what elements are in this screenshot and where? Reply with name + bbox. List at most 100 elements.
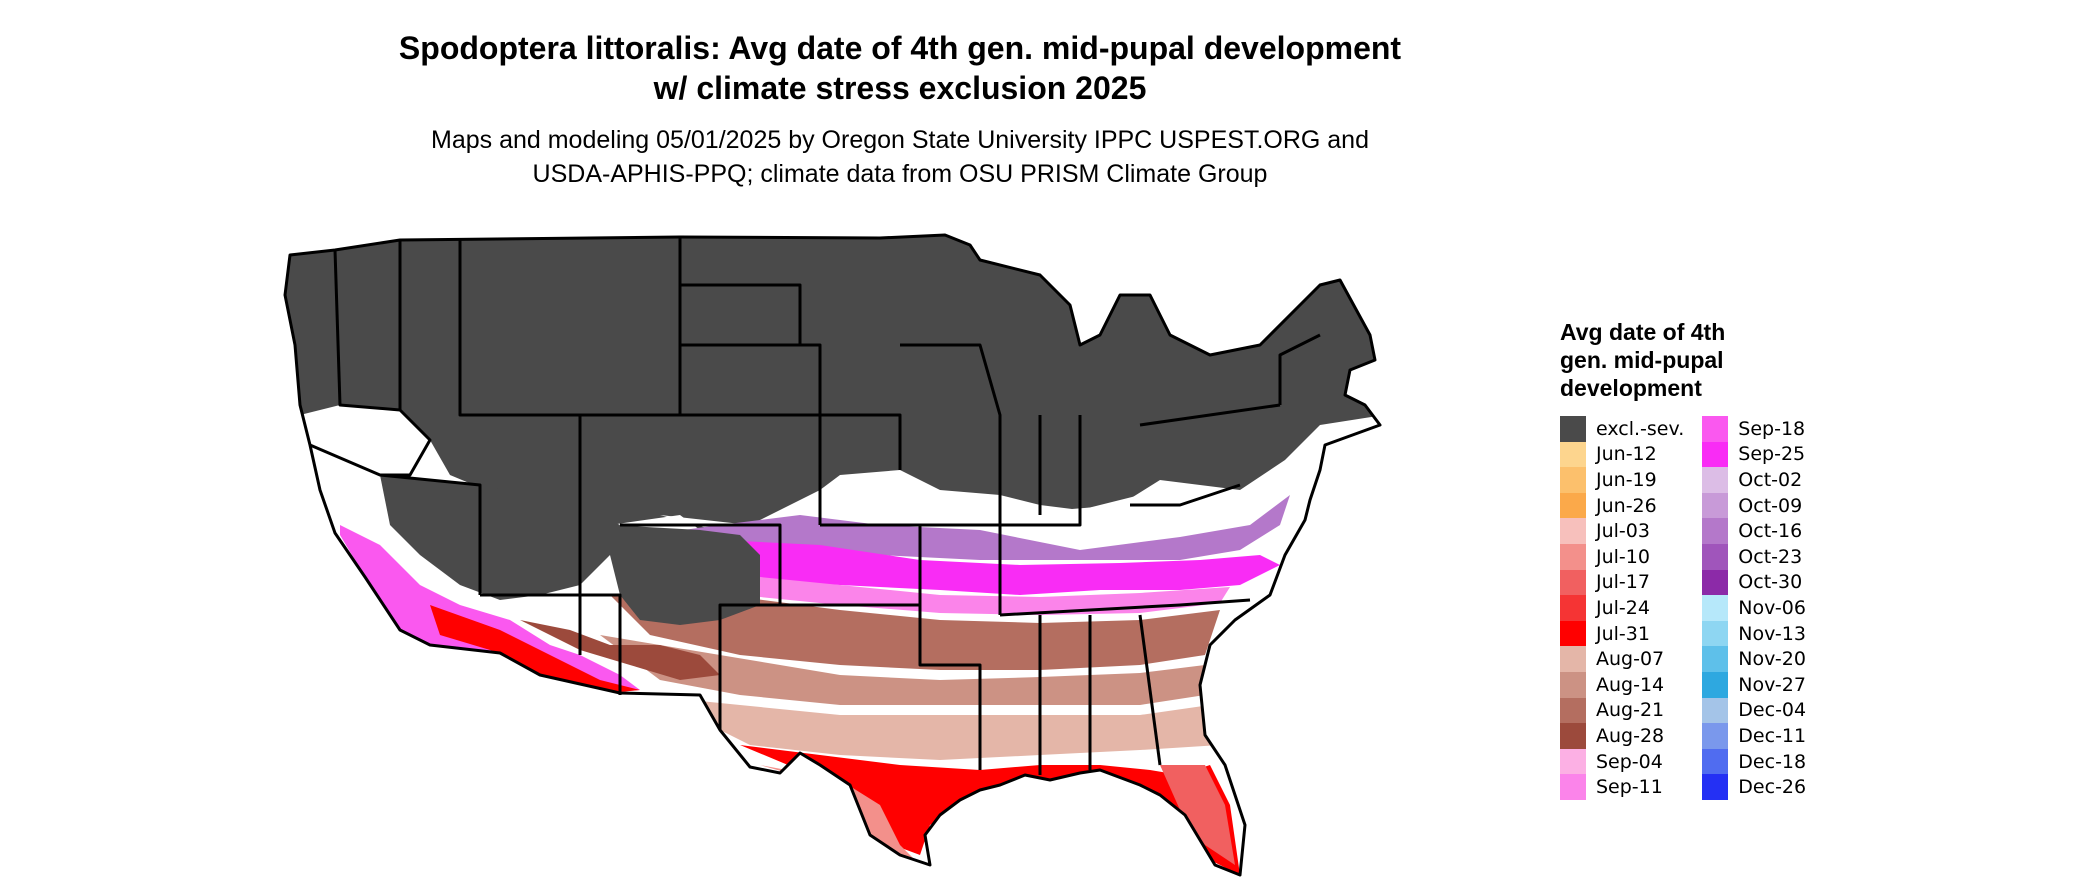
legend-item: Jun-26: [1560, 492, 1684, 519]
legend-label: Dec-26: [1738, 776, 1807, 799]
legend-label: excl.-sev.: [1596, 417, 1685, 440]
legend-item: Dec-04: [1702, 697, 1807, 724]
legend-swatch: [1560, 492, 1586, 519]
legend-item: Nov-13: [1702, 620, 1806, 647]
legend-label: Dec-11: [1738, 724, 1807, 747]
legend-swatch: [1560, 569, 1586, 596]
legend-swatch: [1560, 774, 1586, 800]
legend-label: Nov-13: [1738, 622, 1806, 645]
legend-label: Jul-17: [1596, 571, 1650, 594]
legend-label: Sep-04: [1596, 750, 1663, 773]
legend-title: Avg date of 4th gen. mid-pupal developme…: [1560, 319, 1726, 401]
legend-item: Jun-12: [1560, 441, 1684, 468]
legend-swatch: [1560, 467, 1586, 493]
legend-swatch: [1560, 441, 1586, 468]
legend-swatch: [1560, 620, 1586, 647]
legend-label: Oct-16: [1738, 520, 1803, 543]
legend-swatch: [1560, 595, 1586, 621]
legend-column-1: excl.-sev. Jun-12 Jun-19 Jun-26 Jul-03 Jul-10…: [1560, 416, 1684, 800]
legend-label: Aug-07: [1596, 648, 1665, 671]
legend-swatch: [1702, 569, 1729, 596]
legend-label: Sep-11: [1596, 776, 1663, 799]
legend-swatch: [1702, 723, 1729, 749]
legend-label: Jun-19: [1596, 468, 1657, 491]
legend-item: Jun-19: [1560, 467, 1684, 493]
legend-item: Oct-30: [1702, 569, 1806, 596]
legend-swatch: [1702, 620, 1729, 647]
legend-item: Dec-18: [1702, 748, 1807, 775]
legend-item: Nov-27: [1702, 671, 1806, 698]
legend-item: Oct-23: [1702, 543, 1806, 570]
legend-item: Jul-24: [1560, 595, 1684, 621]
legend-label: Jun-12: [1596, 443, 1657, 466]
legend-label: Nov-20: [1738, 648, 1806, 671]
legend-item: Nov-20: [1702, 646, 1806, 672]
legend-item: Oct-02: [1702, 467, 1806, 493]
legend-item: Aug-21: [1560, 697, 1684, 724]
legend-swatch: [1702, 518, 1729, 544]
legend-swatch: [1702, 671, 1729, 698]
legend-swatch: [1702, 467, 1729, 493]
legend-swatch: [1702, 646, 1729, 672]
legend-item: Sep-18: [1702, 416, 1806, 442]
legend-swatch: [1702, 492, 1729, 519]
legend-item: Oct-16: [1702, 518, 1806, 544]
map-subtitle-line-2: USDA-APHIS-PPQ; climate data from OSU PR…: [532, 160, 1268, 188]
legend-item: Nov-06: [1702, 595, 1806, 621]
legend-swatch: [1560, 646, 1586, 672]
legend-label: Jul-10: [1596, 545, 1650, 568]
legend-item: Sep-25: [1702, 441, 1806, 468]
legend-label: Oct-30: [1738, 571, 1803, 594]
us-map: [283, 233, 1382, 877]
legend-label: Aug-21: [1596, 699, 1665, 722]
legend-label: Aug-14: [1596, 673, 1665, 696]
legend-swatch: [1702, 441, 1729, 468]
legend-swatch: [1702, 595, 1729, 621]
legend-swatch: [1702, 543, 1729, 570]
legend-swatch: [1702, 416, 1729, 442]
legend-item: Sep-11: [1560, 774, 1684, 800]
legend-swatch: [1560, 518, 1586, 544]
legend-label: Nov-27: [1738, 673, 1806, 696]
legend-label: Jul-24: [1596, 596, 1650, 619]
legend-item: Jul-10: [1560, 543, 1684, 570]
legend-item: Aug-14: [1560, 671, 1684, 698]
legend-label: Jun-26: [1596, 494, 1657, 517]
legend-label: Dec-18: [1738, 750, 1807, 773]
legend-item: Dec-26: [1702, 774, 1806, 800]
legend-label: Oct-02: [1738, 468, 1803, 491]
legend-label: Jul-03: [1596, 520, 1650, 543]
legend-swatch: [1560, 543, 1586, 570]
legend-label: Sep-18: [1738, 417, 1806, 440]
legend-label: Sep-25: [1738, 443, 1806, 466]
legend-swatch: [1560, 416, 1586, 442]
legend-label: Oct-09: [1738, 494, 1803, 517]
legend-item: Dec-11: [1702, 723, 1806, 749]
legend-columns: excl.-sev. Jun-12 Jun-19 Jun-26 Jul-03 Jul-10…: [1560, 416, 1860, 800]
map-legend: Avg date of 4th gen. mid-pupal developme…: [1560, 318, 1860, 800]
legend-swatch: [1560, 697, 1586, 724]
legend-item: Aug-07: [1560, 646, 1684, 672]
map-title-line-1: Spodoptera littoralis: Avg date of 4th g…: [398, 30, 1402, 66]
legend-label: Dec-04: [1738, 699, 1807, 722]
legend-label: Nov-06: [1738, 596, 1806, 619]
legend-swatch: [1702, 748, 1729, 775]
legend-item: Jul-17: [1560, 569, 1684, 596]
legend-column-2: Sep-18 Sep-25 Oct-02 Oct-09 Oct-16 Oct-23 Oct-…: [1702, 416, 1806, 800]
legend-item: Jul-31: [1560, 620, 1684, 647]
map-title-line-2: w/ climate stress exclusion 2025: [653, 70, 1147, 106]
legend-item: Sep-04: [1560, 748, 1684, 775]
legend-item: Aug-28: [1560, 723, 1684, 749]
legend-item: excl.-sev.: [1560, 416, 1684, 442]
legend-swatch: [1560, 723, 1586, 749]
legend-item: Jul-03: [1560, 518, 1684, 544]
legend-label: Aug-28: [1596, 724, 1665, 747]
legend-swatch: [1560, 671, 1586, 698]
legend-swatch: [1702, 697, 1729, 724]
map-subtitle: Maps and modeling 05/01/2025 by Oregon S…: [0, 123, 1800, 191]
legend-label: Jul-31: [1596, 622, 1650, 645]
legend-swatch: [1702, 774, 1729, 800]
map-title: Spodoptera littoralis: Avg date of 4th g…: [0, 28, 1800, 108]
map-subtitle-line-1: Maps and modeling 05/01/2025 by Oregon S…: [431, 126, 1369, 154]
legend-swatch: [1560, 748, 1586, 775]
